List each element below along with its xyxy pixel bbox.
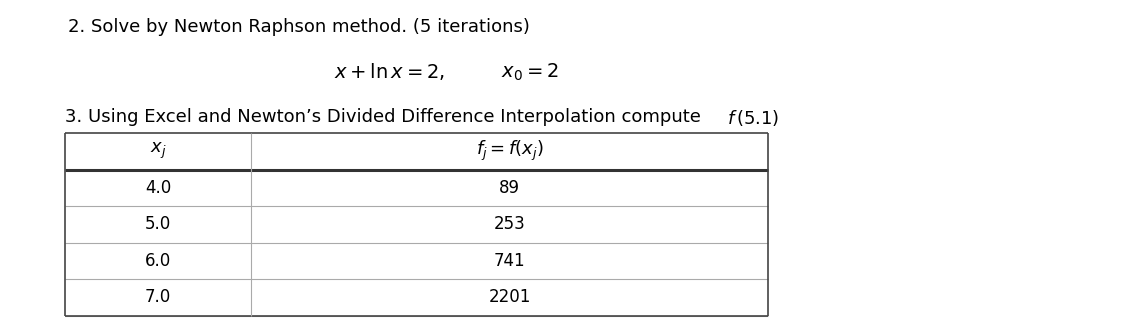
Text: 4.0: 4.0	[145, 179, 171, 197]
Text: 89: 89	[500, 179, 520, 197]
Text: $f\,(5.1)$: $f\,(5.1)$	[727, 108, 780, 128]
Text: $x_0 = 2$: $x_0 = 2$	[502, 61, 559, 82]
Text: 3. Using Excel and Newton’s Divided Difference Interpolation compute: 3. Using Excel and Newton’s Divided Diff…	[65, 108, 706, 126]
Text: $x + \ln x = 2,$: $x + \ln x = 2,$	[334, 61, 446, 82]
Text: 5.0: 5.0	[145, 215, 171, 233]
Text: 741: 741	[494, 252, 525, 270]
Text: 2201: 2201	[488, 288, 531, 306]
Text: $f_j = f(x_j)$: $f_j = f(x_j)$	[476, 139, 543, 163]
Text: 6.0: 6.0	[145, 252, 171, 270]
Text: $x_j$: $x_j$	[150, 141, 166, 161]
Text: 7.0: 7.0	[145, 288, 171, 306]
Text: 253: 253	[494, 215, 525, 233]
Text: 2. Solve by Newton Raphson method. (5 iterations): 2. Solve by Newton Raphson method. (5 it…	[68, 18, 530, 36]
